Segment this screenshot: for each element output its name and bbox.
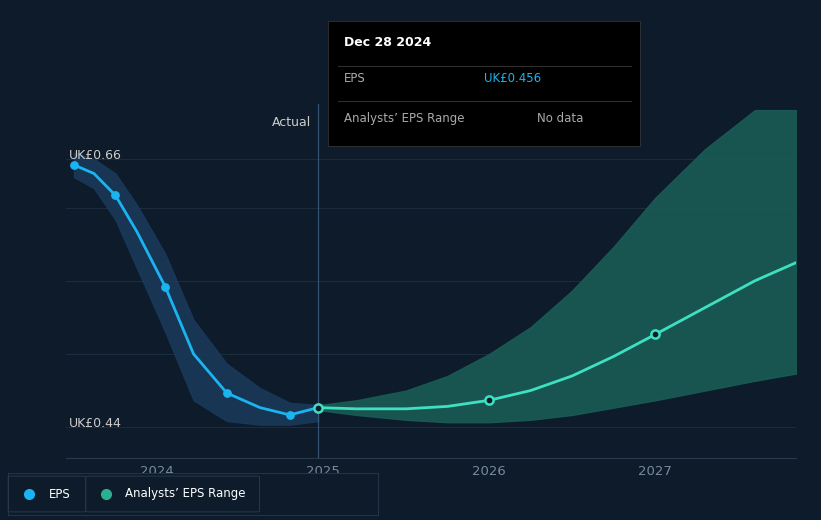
Point <box>158 283 172 291</box>
Point <box>67 161 80 169</box>
Text: EPS: EPS <box>49 488 71 500</box>
FancyBboxPatch shape <box>86 476 259 512</box>
Point <box>311 404 324 412</box>
Text: EPS: EPS <box>344 72 365 85</box>
Point <box>283 411 296 419</box>
Point <box>483 396 496 405</box>
Text: UK£0.44: UK£0.44 <box>69 417 122 430</box>
Point <box>311 404 324 412</box>
Text: Analysts’ EPS Range: Analysts’ EPS Range <box>125 488 245 500</box>
Text: Analysts’ EPS Range: Analysts’ EPS Range <box>344 112 465 125</box>
Text: Analysts Forecasts: Analysts Forecasts <box>328 116 444 129</box>
Text: Dec 28 2024: Dec 28 2024 <box>344 36 431 49</box>
Text: UK£0.66: UK£0.66 <box>69 149 122 162</box>
Text: Actual: Actual <box>273 116 311 129</box>
Point <box>109 191 122 200</box>
Point <box>220 389 233 397</box>
Text: No data: No data <box>538 112 584 125</box>
FancyBboxPatch shape <box>8 476 86 512</box>
Text: UK£0.456: UK£0.456 <box>484 72 542 85</box>
Point <box>649 330 662 339</box>
